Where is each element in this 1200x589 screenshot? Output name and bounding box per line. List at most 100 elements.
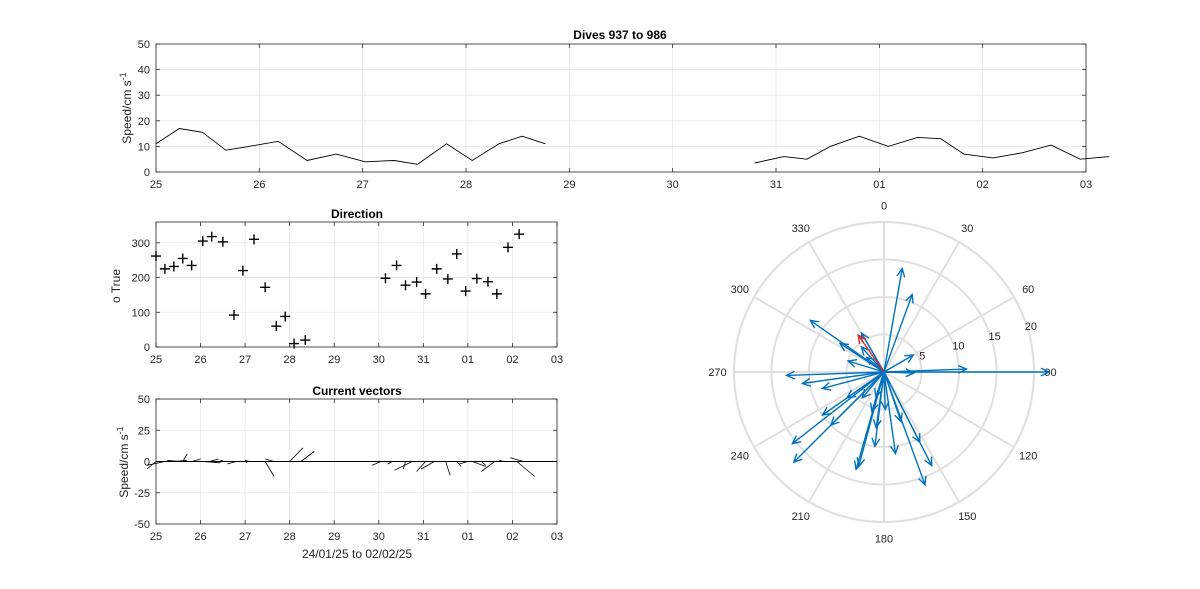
polar-vector-head [904, 354, 915, 363]
direction-axes-box [155, 221, 558, 348]
vectors-ticks: 25 26 27 28 29 30 31 01 02 03 -50 -25 0 25 50 [134, 394, 563, 543]
theta-tick-label: 270 [708, 367, 726, 379]
speed-panel: Dives 937 to 986 25 26 27 28 29 30 31 01 02 03010… [118, 28, 1110, 191]
direction-ylabel: o True [109, 269, 123, 303]
polar-panel: 5 10 15 20 0 30 60 90 120 150 180 210 240 270 300 330 [708, 201, 1056, 546]
polar-spoke [753, 371, 885, 448]
current-vector-stick [227, 461, 237, 465]
polar-vector-head [1040, 367, 1051, 377]
current-vector-stick [510, 457, 524, 462]
polar-vector [802, 371, 885, 385]
x-tick-label: 26 [194, 354, 206, 366]
current-vector-stick [202, 461, 221, 464]
r-tick-label: 10 [952, 341, 964, 353]
vectors-title: Current vectors [312, 384, 402, 398]
speed-ylabel-sup: -1 [118, 72, 128, 80]
x-tick-label: 29 [328, 354, 340, 366]
y-tick-label: 25 [138, 425, 150, 437]
y-tick-label: 0 [144, 167, 150, 179]
vectors-ylabel: Speed/cm s-1 [115, 426, 131, 497]
polar-vector [875, 371, 885, 428]
direction-ticks: 25 26 27 28 29 30 31 01 02 03 0 100 200 300 [132, 222, 563, 366]
y-tick-label: -25 [134, 488, 150, 500]
current-vector-stick [458, 461, 468, 465]
x-tick-label: 31 [770, 179, 782, 191]
x-tick-label: 01 [462, 354, 474, 366]
polar-vector [883, 354, 914, 373]
x-tick-label: 03 [551, 354, 563, 366]
polar-vector-head [800, 377, 812, 387]
x-tick-label: 31 [417, 354, 429, 366]
y-tick-label: 30 [138, 90, 150, 102]
speed-line [155, 128, 1110, 165]
polar-vector-head [871, 437, 881, 449]
current-vector-stick [445, 461, 451, 476]
y-tick-label: -50 [134, 519, 150, 531]
direction-point [197, 236, 208, 247]
direction-point [249, 234, 260, 245]
theta-tick-label: 90 [1044, 367, 1056, 379]
theta-tick-label: 210 [792, 511, 810, 523]
vectors-panel: Current vectors 25 26 27 28 29 30 31 01 02 03 -50 -… [115, 384, 563, 561]
theta-tick-label: 0 [881, 201, 887, 213]
current-vector-stick [456, 461, 462, 467]
theta-tick-label: 180 [875, 534, 893, 546]
theta-tick-label: 330 [792, 223, 810, 235]
x-tick-label: 01 [873, 179, 885, 191]
x-tick-label: 29 [328, 531, 340, 543]
polar-vector-head [880, 400, 890, 412]
direction-point [460, 286, 471, 297]
direction-grid [155, 222, 558, 348]
x-tick-label: 28 [284, 531, 296, 543]
direction-point [514, 229, 525, 240]
polar-vectors [784, 267, 1051, 487]
x-tick-label: 02 [977, 179, 989, 191]
polar-vector-head [821, 406, 832, 416]
y-tick-label: 10 [138, 141, 150, 153]
current-vector-stick [147, 461, 165, 466]
current-vector-stick [371, 461, 382, 466]
x-tick-label: 25 [150, 354, 162, 366]
speed-segment [754, 135, 1110, 164]
polar-vector-head [838, 342, 849, 352]
current-vector-stick [481, 461, 495, 472]
x-tick-label: 30 [667, 179, 679, 191]
direction-markers [151, 229, 525, 349]
current-vector-stick [289, 447, 304, 462]
current-vector-stick [244, 461, 248, 464]
x-tick-label: 03 [551, 531, 563, 543]
y-tick-label: 40 [138, 65, 150, 77]
y-tick-label: 100 [132, 307, 150, 319]
current-vector-stick [218, 459, 223, 462]
polar-vector-highlight [857, 334, 885, 373]
polar-vector-head [894, 412, 903, 424]
polar-vector-head [860, 331, 870, 343]
polar-vector-head [872, 418, 882, 430]
polar-vector-head [865, 356, 875, 365]
direction-point [206, 231, 217, 242]
direction-point [260, 282, 271, 293]
y-tick-label: 300 [132, 238, 150, 250]
speed-ylabel-text: Speed/cm s [120, 80, 134, 143]
direction-ylabel-text: o True [109, 269, 123, 303]
direction-point [271, 321, 282, 332]
direction-point [151, 251, 161, 262]
current-vector-stick [516, 461, 535, 477]
theta-tick-label: 120 [1019, 450, 1037, 462]
polar-spoke [753, 296, 885, 373]
direction-point [228, 310, 239, 321]
direction-point [300, 335, 311, 346]
polar-vector [866, 356, 885, 373]
polar-vector-head [846, 359, 858, 368]
speed-title: Dives 937 to 986 [573, 28, 667, 42]
theta-tick-label: 300 [731, 284, 749, 296]
polar-spoke [883, 371, 960, 503]
polar-spoke [883, 371, 1015, 448]
current-vector-stick [480, 461, 486, 466]
polar-vector-head [820, 382, 832, 391]
direction-point [451, 248, 462, 259]
polar-vector-head [924, 456, 933, 468]
direction-title: Direction [331, 207, 383, 221]
polar-vector [839, 342, 885, 373]
current-vector-stick [387, 461, 393, 465]
